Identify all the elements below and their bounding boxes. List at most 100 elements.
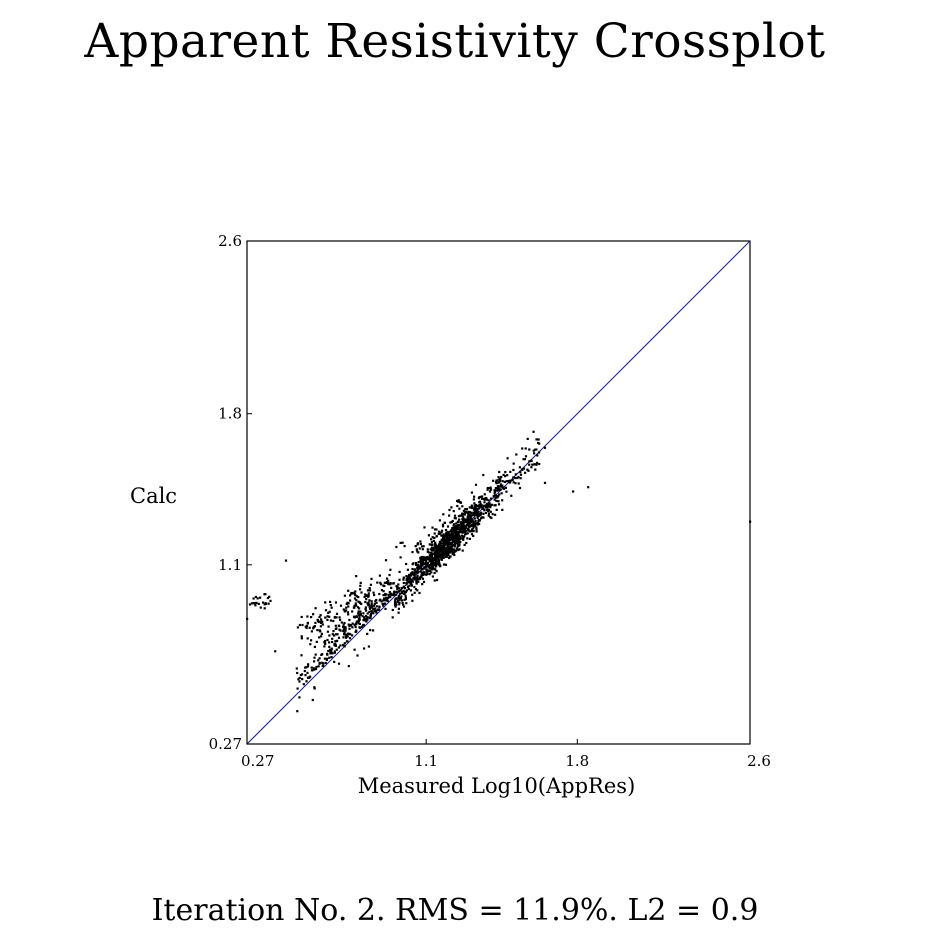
- data-point: [448, 537, 451, 540]
- data-point: [449, 521, 452, 524]
- data-point: [439, 556, 442, 559]
- data-point: [498, 470, 501, 474]
- data-point: [478, 496, 481, 499]
- data-point: [453, 545, 456, 548]
- data-point: [475, 530, 478, 533]
- data-point: [334, 615, 337, 619]
- data-point: [392, 582, 395, 585]
- data-point: [458, 518, 461, 521]
- data-point: [466, 528, 469, 531]
- data-point: [347, 589, 350, 592]
- data-point: [421, 559, 424, 562]
- data-point: [441, 534, 444, 537]
- data-point: [461, 505, 464, 508]
- data-point: [326, 618, 329, 621]
- data-point: [423, 526, 426, 529]
- data-point: [528, 460, 531, 463]
- data-point: [454, 534, 457, 537]
- data-point: [504, 486, 507, 489]
- data-point: [355, 595, 359, 598]
- data-point: [387, 596, 390, 599]
- data-point: [464, 525, 467, 528]
- data-point: [295, 667, 298, 670]
- data-point: [368, 605, 371, 609]
- data-point: [499, 483, 502, 486]
- data-point: [351, 634, 354, 637]
- y-tick-label: 1.8: [218, 405, 242, 423]
- data-point: [434, 550, 437, 553]
- data-point: [470, 511, 473, 515]
- data-point: [446, 555, 449, 558]
- data-point: [437, 530, 441, 533]
- data-point: [447, 543, 450, 546]
- data-point: [472, 534, 475, 537]
- data-point: [452, 543, 455, 546]
- data-point: [444, 555, 447, 558]
- data-point: [455, 539, 458, 542]
- data-point: [430, 543, 433, 546]
- data-point: [450, 521, 453, 524]
- data-point: [322, 662, 325, 665]
- data-point: [424, 561, 427, 564]
- data-point: [448, 542, 451, 545]
- data-point: [316, 629, 319, 632]
- data-point: [263, 593, 266, 596]
- data-point: [310, 639, 313, 642]
- data-point: [482, 473, 485, 477]
- data-point: [453, 539, 456, 542]
- data-point: [446, 530, 449, 533]
- data-point: [452, 528, 455, 531]
- data-point: [359, 584, 362, 587]
- data-point: [450, 506, 453, 509]
- data-point: [429, 548, 432, 551]
- data-point: [364, 607, 367, 611]
- data-point: [309, 643, 312, 646]
- data-point: [454, 528, 457, 531]
- data-point: [498, 489, 501, 492]
- data-point: [413, 578, 416, 581]
- data-point: [452, 524, 455, 527]
- data-point: [316, 618, 319, 622]
- data-point: [456, 543, 459, 546]
- data-point: [439, 564, 442, 567]
- data-point: [370, 602, 373, 605]
- data-point: [434, 561, 437, 564]
- data-point: [489, 497, 493, 500]
- data-point: [305, 680, 308, 683]
- data-point: [478, 519, 481, 522]
- data-point: [405, 583, 408, 586]
- data-point: [326, 638, 329, 642]
- data-point: [468, 506, 471, 509]
- data-point: [502, 487, 506, 490]
- data-point: [333, 660, 336, 663]
- data-point: [408, 573, 411, 576]
- data-point: [443, 521, 446, 524]
- data-point: [413, 569, 416, 572]
- data-point: [357, 596, 360, 599]
- data-point: [317, 665, 320, 668]
- data-point: [411, 571, 414, 574]
- data-point: [501, 484, 504, 487]
- data-point: [405, 575, 408, 578]
- data-point: [522, 458, 525, 461]
- data-point: [403, 592, 406, 595]
- data-point: [300, 635, 303, 638]
- data-point: [362, 619, 365, 622]
- data-point: [488, 490, 492, 493]
- data-point: [368, 610, 371, 613]
- data-point: [501, 499, 504, 502]
- data-point: [398, 598, 401, 601]
- data-point: [381, 602, 384, 605]
- data-point: [387, 593, 390, 596]
- data-point: [476, 504, 479, 507]
- data-point: [306, 665, 310, 668]
- data-point: [523, 458, 526, 461]
- data-point: [353, 591, 356, 594]
- data-point: [301, 623, 304, 627]
- data-point: [439, 554, 442, 557]
- data-point: [476, 507, 479, 511]
- x-tick-label: 0.27: [241, 752, 274, 770]
- data-point: [505, 490, 508, 493]
- data-point: [462, 529, 465, 532]
- data-point: [328, 656, 331, 659]
